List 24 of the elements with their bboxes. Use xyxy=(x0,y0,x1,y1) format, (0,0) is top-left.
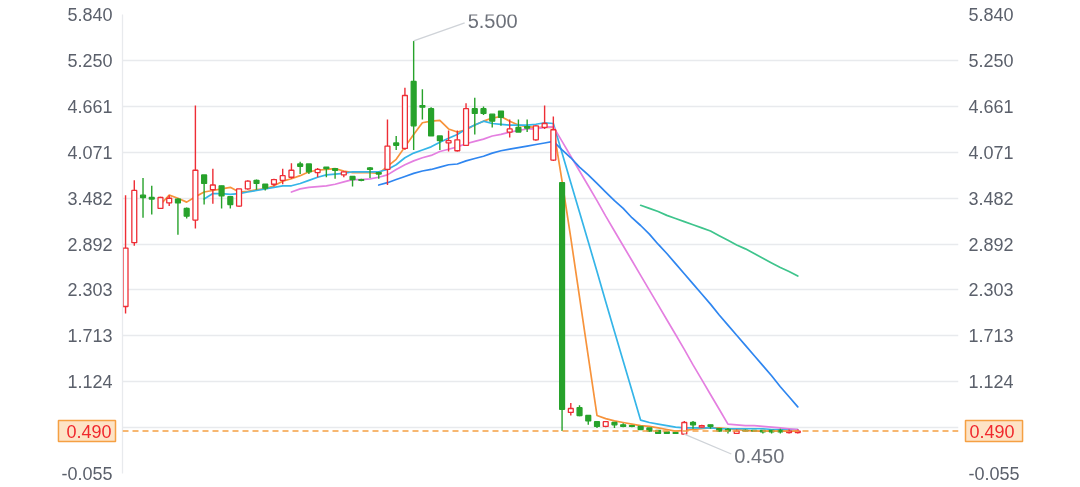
text: 0.490 xyxy=(969,421,1015,442)
y2-tick-label: 4.071 xyxy=(968,142,1014,163)
y-tick-label: 5.840 xyxy=(67,5,113,25)
y2-tick-label: 2.892 xyxy=(968,234,1014,255)
y-tick-label: 1.124 xyxy=(67,372,113,393)
y-tick-label: 2.892 xyxy=(67,234,113,255)
ref-line-label: 0.490 xyxy=(66,421,112,442)
y2-tick-label: 3.482 xyxy=(968,188,1014,209)
y2-tick-label: 1.713 xyxy=(968,326,1014,347)
y-tick-label: 4.071 xyxy=(67,142,113,163)
y2-tick-label: 1.124 xyxy=(968,372,1014,393)
y2-tick-label: 5.250 xyxy=(968,50,1014,71)
y-tick-label: -0.055 xyxy=(61,464,113,484)
annotation: 5.500 xyxy=(467,9,518,32)
y2-tick-label: 5.840 xyxy=(968,5,1014,25)
y-tick-label: 4.661 xyxy=(67,96,113,117)
y-tick-label: 2.303 xyxy=(67,280,113,301)
y2-tick-label: 2.303 xyxy=(968,280,1014,301)
y-tick-label: 5.250 xyxy=(67,50,113,71)
y-tick-label: 1.713 xyxy=(67,326,113,347)
y2-tick-label: 4.661 xyxy=(968,96,1014,117)
annotation: 0.450 xyxy=(734,445,785,468)
y2-tick-label: -0.055 xyxy=(968,464,1020,484)
y-tick-label: 3.482 xyxy=(67,188,113,209)
